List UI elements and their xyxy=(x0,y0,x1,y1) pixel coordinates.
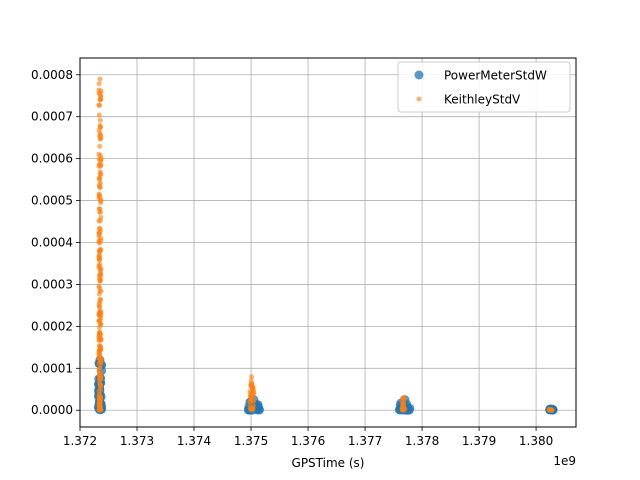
data-point xyxy=(96,284,102,289)
legend: PowerMeterStdW KeithleyStdV xyxy=(397,61,571,113)
data-point xyxy=(97,278,103,284)
x-axis-ticks: 1.372 1.373 1.374 1.375 1.376 1.377 1.378 1.379… xyxy=(63,427,553,448)
data-point xyxy=(96,163,102,169)
legend-label-powermeterstdw: PowerMeterStdW xyxy=(444,69,547,83)
data-point xyxy=(96,225,102,231)
y-tick-label: 0.0000 xyxy=(31,403,73,417)
x-axis-label: GPSTime (s) xyxy=(292,456,365,470)
data-point xyxy=(97,372,103,378)
data-point xyxy=(251,397,257,403)
data-point xyxy=(98,296,104,302)
data-point xyxy=(98,156,104,162)
y-tick-label: 0.0003 xyxy=(31,277,73,291)
data-point xyxy=(97,117,103,123)
data-point xyxy=(96,233,102,239)
series-powermeterstdw xyxy=(93,355,558,415)
data-point xyxy=(98,172,104,178)
x-tick-label: 1.376 xyxy=(291,434,325,448)
data-point xyxy=(96,218,102,224)
data-point xyxy=(98,238,104,244)
data-point xyxy=(96,396,102,402)
data-point xyxy=(248,378,254,384)
data-point xyxy=(97,317,103,323)
data-point xyxy=(97,132,103,138)
y-tick-label: 0.0008 xyxy=(31,68,73,82)
x-tick-label: 1.377 xyxy=(348,434,382,448)
data-point xyxy=(97,124,103,130)
data-point xyxy=(251,387,257,393)
data-point xyxy=(96,81,102,87)
data-point xyxy=(96,361,102,367)
data-point xyxy=(96,175,102,181)
data-point xyxy=(96,291,102,297)
data-point xyxy=(96,182,102,188)
x-tick-label: 1.380 xyxy=(519,434,553,448)
data-point xyxy=(249,374,255,380)
data-point xyxy=(98,388,104,394)
data-point xyxy=(401,395,407,401)
data-point xyxy=(97,143,103,149)
data-point xyxy=(98,321,104,327)
legend-label-keithleystdv: KeithleyStdV xyxy=(444,93,521,107)
data-points xyxy=(93,76,558,415)
data-point xyxy=(96,257,102,263)
y-tick-label: 0.0005 xyxy=(31,194,73,208)
data-point xyxy=(98,270,104,276)
data-point xyxy=(97,192,103,198)
x-tick-label: 1.373 xyxy=(120,434,154,448)
y-tick-label: 0.0006 xyxy=(31,152,73,166)
y-axis-ticks: 0.0000 0.0001 0.0002 0.0003 0.0004 0.0005 0.00… xyxy=(31,68,80,417)
y-tick-label: 0.0002 xyxy=(31,319,73,333)
data-point xyxy=(248,383,254,389)
data-point xyxy=(547,406,553,412)
x-tick-label: 1.379 xyxy=(462,434,496,448)
data-point xyxy=(97,246,103,252)
y-tick-label: 0.0004 xyxy=(31,236,73,250)
data-point xyxy=(96,90,102,96)
data-point xyxy=(97,136,103,142)
data-point xyxy=(96,368,102,374)
y-tick-label: 0.0007 xyxy=(31,110,73,124)
data-point xyxy=(247,392,253,398)
data-point xyxy=(253,401,263,411)
x-axis-offset-label: 1e9 xyxy=(553,454,576,468)
data-point xyxy=(96,331,102,337)
data-point xyxy=(97,308,103,314)
data-point xyxy=(97,352,103,358)
legend-box xyxy=(397,61,571,113)
data-point xyxy=(96,112,102,118)
legend-marker-keithleystdv xyxy=(416,96,422,102)
data-point xyxy=(96,102,102,108)
x-tick-label: 1.375 xyxy=(234,434,268,448)
data-point xyxy=(96,264,102,270)
grid-lines xyxy=(79,58,576,427)
x-tick-label: 1.378 xyxy=(405,434,439,448)
x-tick-label: 1.374 xyxy=(177,434,211,448)
data-point xyxy=(97,76,103,82)
data-point xyxy=(96,206,102,212)
data-point xyxy=(96,379,102,385)
data-point xyxy=(250,406,256,412)
series-keithleystdv xyxy=(96,76,555,413)
data-point xyxy=(96,252,102,258)
data-point xyxy=(98,214,104,220)
data-point xyxy=(97,344,103,350)
data-point xyxy=(98,200,104,206)
data-point xyxy=(96,337,102,343)
data-point xyxy=(400,404,406,410)
y-tick-label: 0.0001 xyxy=(31,361,73,375)
x-tick-label: 1.372 xyxy=(63,434,97,448)
legend-marker-powermeterstdw xyxy=(414,70,424,80)
